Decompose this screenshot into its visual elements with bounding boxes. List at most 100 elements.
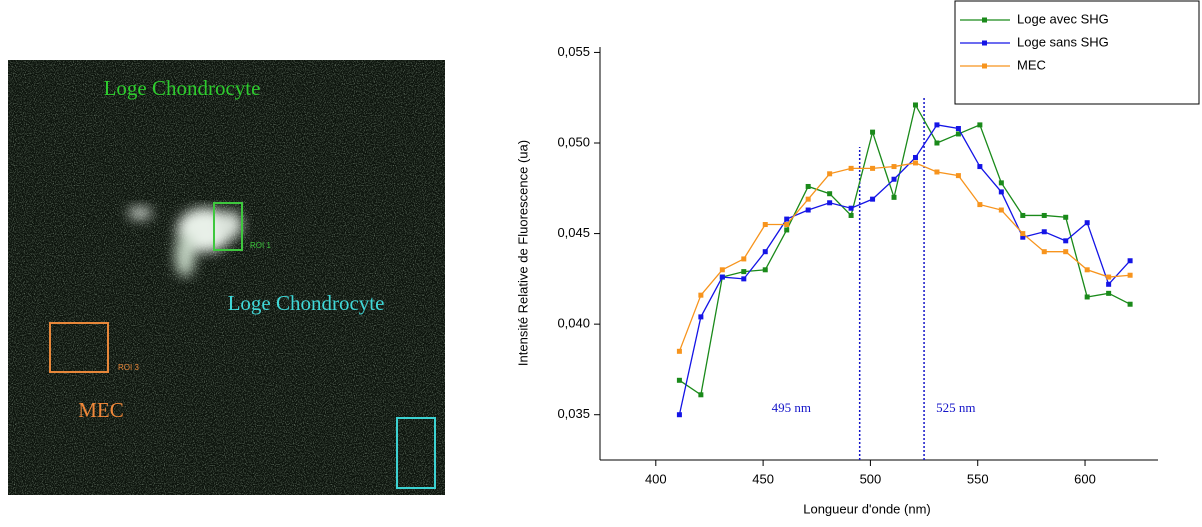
data-point [698, 292, 704, 298]
legend-marker [982, 63, 987, 69]
data-point [1063, 238, 1069, 244]
data-point [870, 129, 876, 135]
data-point [805, 207, 811, 213]
data-point [1063, 214, 1069, 220]
data-point [827, 200, 833, 206]
data-point [741, 269, 747, 275]
roi-1-box [213, 202, 243, 251]
data-point [998, 207, 1004, 213]
data-point [1041, 229, 1047, 235]
data-point [1041, 212, 1047, 218]
y-tick-label: 0,050 [557, 134, 590, 149]
reference-label: 495 nm [772, 400, 811, 415]
x-tick-label: 500 [860, 471, 882, 486]
data-point [762, 267, 768, 273]
data-point [848, 165, 854, 171]
legend-marker [982, 17, 987, 23]
roi-label: ROI 3 [118, 363, 139, 372]
y-tick-label: 0,045 [557, 225, 590, 240]
series-line [678, 124, 1131, 415]
data-point [1020, 231, 1026, 237]
data-point [719, 274, 725, 280]
x-tick-label: 400 [645, 471, 667, 486]
data-point [827, 191, 833, 197]
data-point [1084, 294, 1090, 300]
data-point [1084, 267, 1090, 273]
chart: Longueur d'onde (nm) Intensité Relative … [515, 0, 1200, 516]
data-point [784, 216, 790, 222]
series-line [678, 162, 1131, 352]
data-point [1106, 274, 1112, 280]
bright-region [128, 207, 242, 277]
roi-label: ROI 1 [250, 241, 271, 250]
data-point [912, 160, 918, 166]
data-point [1084, 220, 1090, 226]
data-point [827, 171, 833, 177]
data-point [698, 314, 704, 320]
data-point [977, 122, 983, 128]
data-point [934, 122, 940, 128]
data-point [805, 183, 811, 189]
data-point [870, 165, 876, 171]
legend-box [954, 0, 1200, 105]
data-point [934, 140, 940, 146]
y-tick-label: 0,055 [557, 44, 590, 59]
data-point [891, 194, 897, 200]
image-label: Loge Chondrocyte [228, 291, 385, 315]
data-point [1041, 249, 1047, 255]
data-point [1063, 249, 1069, 255]
roi-3-box [49, 322, 109, 373]
data-point [698, 392, 704, 398]
x-tick-label: 550 [967, 471, 989, 486]
data-point [762, 249, 768, 255]
y-axis-title: Intensité Relative de Fluorescence (ua) [515, 140, 530, 366]
data-point [998, 189, 1004, 195]
data-point [676, 377, 682, 383]
data-point [741, 276, 747, 282]
data-point [784, 227, 790, 233]
x-tick-label: 450 [752, 471, 774, 486]
data-point [955, 126, 961, 132]
data-point [891, 176, 897, 182]
data-point [998, 180, 1004, 186]
data-point [912, 154, 918, 160]
data-point [1127, 258, 1133, 264]
data-point [1020, 212, 1026, 218]
series-line [679, 103, 1131, 396]
data-point [891, 164, 897, 170]
legend-label: MEC [1017, 57, 1046, 72]
image-noise [8, 60, 445, 495]
x-axis-title: Longueur d'onde (nm) [803, 501, 931, 516]
data-point [762, 222, 768, 228]
data-point [848, 212, 854, 218]
data-point [934, 169, 940, 175]
data-point [784, 222, 790, 228]
micrograph: Loge Chondrocyte ROI 1 Loge Chondrocyte … [8, 60, 445, 495]
data-point [955, 131, 961, 137]
data-point [741, 256, 747, 262]
image-label: Loge Chondrocyte [104, 76, 261, 100]
data-point [1127, 272, 1133, 278]
data-point [1127, 301, 1133, 307]
data-point [870, 196, 876, 202]
data-point [1106, 281, 1112, 287]
data-point [719, 267, 725, 273]
image-label: MEC [78, 398, 124, 422]
y-tick-label: 0,040 [557, 316, 590, 331]
y-tick-label: 0,035 [557, 406, 590, 421]
data-point [848, 205, 854, 211]
legend-label: Loge avec SHG [1017, 11, 1109, 26]
data-point [955, 173, 961, 179]
data-point [912, 102, 918, 108]
data-point [1106, 290, 1112, 296]
data-point [1020, 234, 1026, 240]
legend-marker [982, 40, 987, 46]
legend-label: Loge sans SHG [1017, 34, 1109, 49]
x-tick-label: 600 [1074, 471, 1096, 486]
data-point [676, 412, 682, 418]
data-point [977, 202, 983, 208]
data-point [977, 164, 983, 170]
data-point [805, 196, 811, 202]
